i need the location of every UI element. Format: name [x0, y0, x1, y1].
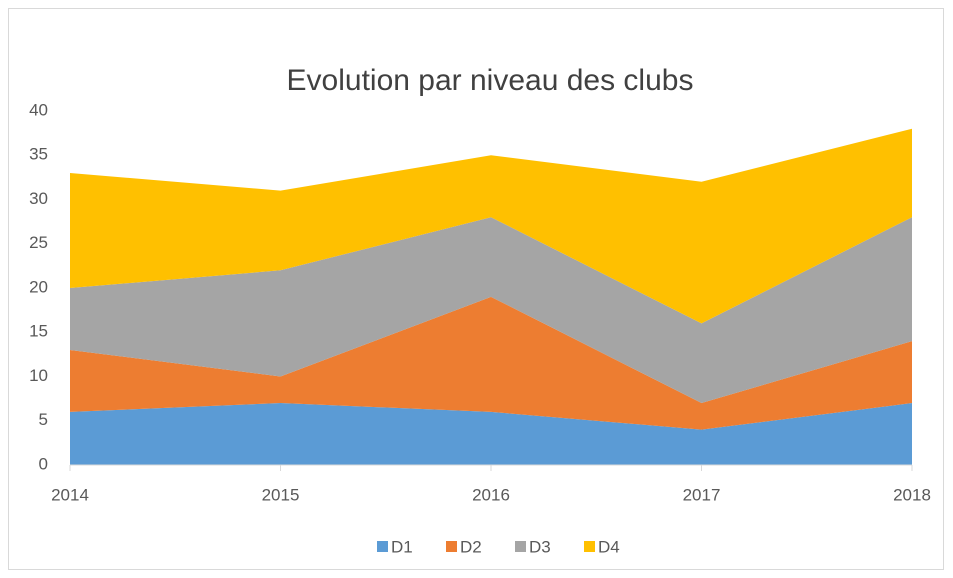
y-tick-label: 40: [29, 100, 48, 119]
chart-title: Evolution par niveau des clubs: [287, 64, 694, 97]
y-tick-label: 25: [29, 233, 48, 252]
legend-label: D2: [460, 537, 482, 556]
x-tick-label: 2014: [51, 485, 89, 504]
y-tick-label: 5: [39, 410, 48, 429]
legend-label: D3: [529, 537, 551, 556]
legend-swatch: [446, 541, 457, 552]
y-tick-label: 20: [29, 277, 48, 296]
area: [70, 296, 912, 430]
legend-swatch: [584, 541, 595, 552]
x-tick-label: 2017: [683, 485, 721, 504]
y-tick-label: 30: [29, 189, 48, 208]
y-tick-label: 35: [29, 145, 48, 164]
area: [70, 128, 912, 324]
x-tick-label: 2015: [262, 485, 300, 504]
area: [70, 217, 912, 404]
x-tick-label: 2016: [472, 485, 510, 504]
y-tick-label: 10: [29, 366, 48, 385]
x-tick-label: 2018: [893, 485, 931, 504]
legend-swatch: [515, 541, 526, 552]
legend-swatch: [377, 541, 388, 552]
legend-label: D1: [391, 537, 413, 556]
area: [70, 403, 912, 465]
legend-label: D4: [598, 537, 620, 556]
y-tick-label: 0: [39, 454, 48, 473]
y-tick-label: 15: [29, 322, 48, 341]
